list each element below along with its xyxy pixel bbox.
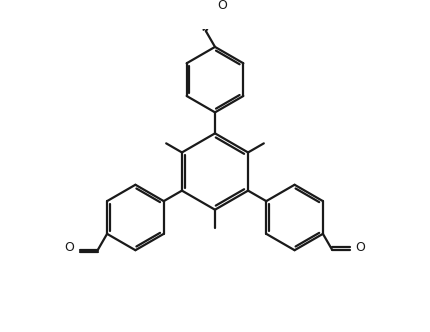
Text: O: O xyxy=(218,0,227,12)
Text: O: O xyxy=(356,241,365,254)
Text: O: O xyxy=(64,241,74,254)
